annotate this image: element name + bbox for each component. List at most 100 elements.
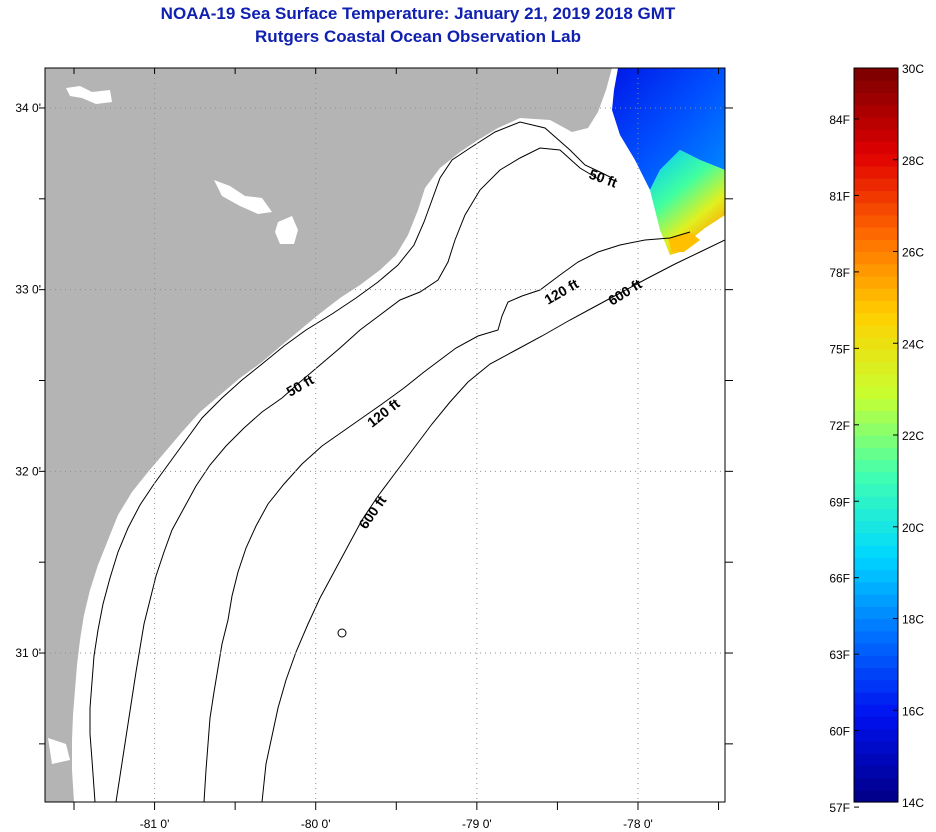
colorbar-segment xyxy=(854,422,898,436)
colorbar-segment xyxy=(854,312,898,326)
colorbar-segment xyxy=(854,251,898,265)
colorbar-segment xyxy=(854,642,898,656)
colorbar-segment xyxy=(854,165,898,179)
colorbar-segment xyxy=(854,691,898,705)
colorbar-segment xyxy=(854,386,898,399)
colorbar-fahrenheit-label: 84F xyxy=(829,113,850,127)
lat-tick-label: 34 0' xyxy=(15,101,41,115)
colorbar-segment xyxy=(854,459,898,473)
inland-lake xyxy=(275,216,298,244)
colorbar-segment xyxy=(854,202,898,216)
colorbar-celsius-label: 28C xyxy=(902,154,924,168)
colorbar-segment xyxy=(854,80,898,94)
contour-600ft xyxy=(261,239,725,802)
colorbar-segment xyxy=(854,630,898,644)
colorbar-segment xyxy=(854,410,898,424)
colorbar-segment xyxy=(854,569,898,583)
colorbar-segment xyxy=(854,68,898,81)
colorbar-segment xyxy=(854,606,898,620)
colorbar-fahrenheit-label: 78F xyxy=(829,266,850,280)
colorbar-segment xyxy=(854,337,898,350)
colorbar-segment xyxy=(854,789,898,803)
lon-tick-label: -81 0' xyxy=(140,817,170,831)
colorbar-segment xyxy=(854,545,898,558)
colorbar-segment xyxy=(854,116,898,130)
lat-tick-label: 33 0' xyxy=(15,283,41,297)
contour-50ft xyxy=(89,121,613,802)
colorbar-segment xyxy=(854,594,898,607)
lon-tick-label: -78 0' xyxy=(623,817,653,831)
colorbar-segment xyxy=(854,349,898,363)
colorbar-segment xyxy=(854,655,898,669)
colorbar-segment xyxy=(854,104,898,118)
colorbar-segment xyxy=(854,716,898,730)
colorbar-segment xyxy=(854,435,898,448)
colorbar-fahrenheit-label: 63F xyxy=(829,648,850,662)
colorbar-segment xyxy=(854,275,898,289)
inland-lake xyxy=(214,180,272,214)
map-subtitle: Rutgers Coastal Ocean Observation Lab xyxy=(255,27,581,46)
colorbar-segment xyxy=(854,740,898,754)
colorbar-segment xyxy=(854,704,898,717)
sst-data-patch xyxy=(650,150,725,255)
colorbar-segment xyxy=(854,581,898,595)
lon-tick-label: -80 0' xyxy=(301,817,331,831)
colorbar-segment xyxy=(854,153,898,167)
colorbar-segment xyxy=(854,227,898,240)
map-grid xyxy=(45,68,725,802)
colorbar-fahrenheit-label: 66F xyxy=(829,572,850,586)
sst-data-patch xyxy=(612,68,725,190)
colorbar-segment xyxy=(854,753,898,766)
colorbar-segment xyxy=(854,667,898,681)
colorbar-celsius-label: 22C xyxy=(902,429,924,443)
colorbar-celsius-label: 24C xyxy=(902,337,924,351)
colorbar-celsius-label: 20C xyxy=(902,521,924,535)
colorbar-segment xyxy=(854,92,898,106)
lat-tick-label: 32 0' xyxy=(15,464,41,478)
color-scale-bar: 30C 28C 26C 24C 22C 20C 18C 16C 14C 84F 81F 78F 75F 7… xyxy=(829,62,924,815)
colorbar-segment xyxy=(854,557,898,571)
axis-ticks: -81 0' -80 0' -79 0' -78 0' 34 0' 33 0' 32 0' 3… xyxy=(15,68,733,831)
colorbar-segment xyxy=(854,239,898,253)
land-mass xyxy=(45,68,612,802)
colorbar-segment xyxy=(854,765,898,779)
colorbar-segment xyxy=(854,618,898,632)
colorbar-fahrenheit-label: 81F xyxy=(829,189,850,203)
colorbar-segment xyxy=(854,447,898,461)
contour-120ft-outer xyxy=(203,231,691,802)
colorbar-segment xyxy=(854,471,898,485)
colorbar-segment xyxy=(854,361,898,375)
colorbar-segment xyxy=(854,288,898,302)
colorbar-segment xyxy=(854,496,898,509)
colorbar-segment xyxy=(854,508,898,522)
colorbar-celsius-label: 26C xyxy=(902,246,924,260)
colorbar-segment xyxy=(854,190,898,204)
inland-lake xyxy=(48,738,70,764)
lon-tick-label: -79 0' xyxy=(462,817,492,831)
sst-data-patch xyxy=(668,232,700,252)
inland-lake xyxy=(66,86,112,104)
colorbar-segment xyxy=(854,324,898,338)
colorbar-celsius-label: 16C xyxy=(902,704,924,718)
colorbar-segment xyxy=(854,373,898,387)
colorbar-fahrenheit-label: 69F xyxy=(829,495,850,509)
colorbar-segment xyxy=(854,483,898,497)
contour-120ft xyxy=(115,147,601,802)
colorbar-fahrenheit-label: 60F xyxy=(829,725,850,739)
colorbar-celsius-label: 30C xyxy=(902,62,924,76)
colorbar-segment xyxy=(854,398,898,412)
map-frame xyxy=(44,67,726,803)
colorbar-segment xyxy=(854,141,898,155)
colorbar-segment xyxy=(854,532,898,546)
colorbar-celsius-label: 18C xyxy=(902,613,924,627)
map-title: NOAA-19 Sea Surface Temperature: January… xyxy=(160,4,676,23)
colorbar-fahrenheit-label: 57F xyxy=(829,801,850,815)
colorbar-segment xyxy=(854,263,898,277)
colorbar-segment xyxy=(854,777,898,791)
colorbar-segment xyxy=(854,679,898,693)
colorbar-fahrenheit-label: 75F xyxy=(829,342,850,356)
lat-tick-label: 31 0' xyxy=(15,646,41,660)
colorbar-segment xyxy=(854,214,898,228)
colorbar-segment xyxy=(854,520,898,534)
